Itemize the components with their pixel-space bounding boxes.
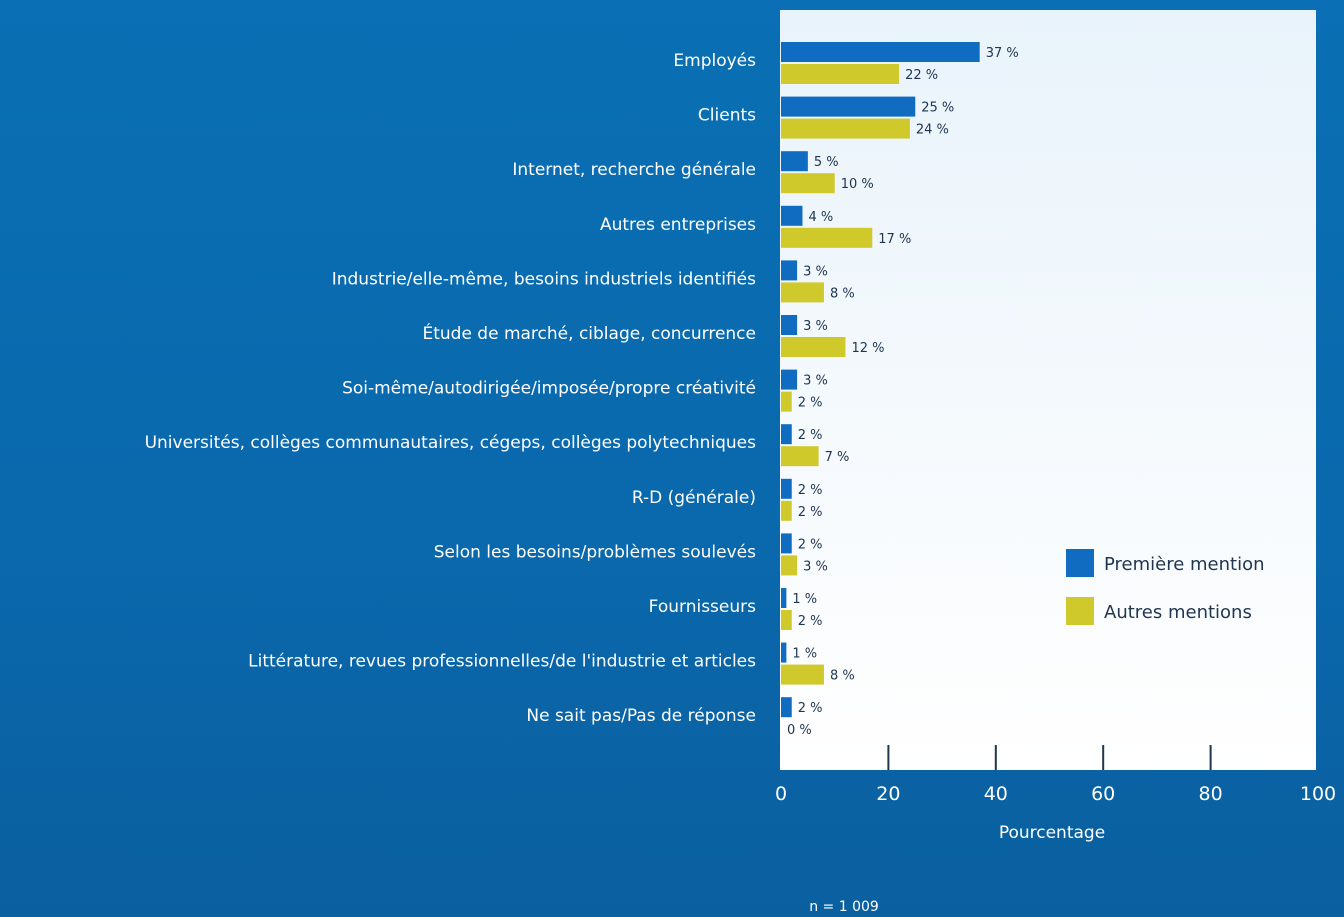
data-label: 8 % [830, 669, 855, 684]
category-label: Littérature, revues professionnelles/de … [248, 652, 756, 672]
bar-autres-mentions [781, 610, 792, 630]
x-axis-tick-labels: 0 20 40 60 80 100 [775, 783, 1336, 805]
data-label: 2 % [798, 483, 823, 498]
bar-autres-mentions [781, 664, 824, 685]
data-label: 2 % [798, 396, 823, 411]
bar-autres-mentions [781, 173, 835, 194]
bar-premiere-mention [781, 533, 792, 554]
data-label: 3 % [803, 374, 828, 389]
data-label: 2 % [798, 537, 823, 552]
data-label: 2 % [798, 428, 823, 443]
bars [781, 42, 980, 718]
bar-autres-mentions [781, 555, 798, 576]
category-label: Autres entreprises [600, 215, 756, 235]
data-label: 17 % [878, 232, 911, 247]
category-label: R-D (générale) [632, 488, 756, 508]
category-label: Employés [673, 51, 756, 71]
data-label: 1 % [792, 647, 817, 662]
x-tick-label: 100 [1300, 783, 1336, 805]
bar-premiere-mention [781, 205, 803, 226]
category-label: Industrie/elle-même, besoins industriels… [332, 269, 756, 289]
legend-swatch [1066, 597, 1094, 625]
x-tick-label: 40 [984, 783, 1008, 805]
x-axis-title: Pourcentage [999, 823, 1105, 843]
bar-premiere-mention [781, 260, 798, 281]
x-axis-ticks [887, 745, 1212, 770]
category-label: Ne sait pas/Pas de réponse [526, 706, 756, 726]
x-tick-label: 80 [1199, 783, 1223, 805]
x-tick-label: 60 [1091, 783, 1115, 805]
bar-autres-mentions [781, 391, 792, 412]
value-labels: 37 %22 %25 %24 %5 %10 %4 %17 %3 %8 %3 %1… [787, 46, 1019, 738]
bar-autres-mentions [781, 500, 792, 521]
sample-size-note: n = 1 009 [809, 899, 879, 915]
data-label: 37 % [986, 46, 1019, 61]
data-label: 4 % [808, 210, 833, 225]
bar-premiere-mention [781, 151, 808, 172]
legend: Première mention Autres mentions [1066, 549, 1265, 625]
x-tick-label: 0 [775, 783, 787, 805]
data-label: 22 % [905, 68, 938, 83]
legend-swatch [1066, 549, 1094, 577]
data-label: 10 % [841, 177, 874, 192]
data-label: 1 % [792, 592, 817, 607]
data-label: 3 % [803, 319, 828, 334]
data-label: 5 % [814, 155, 839, 170]
data-label: 12 % [851, 341, 884, 356]
bar-premiere-mention [781, 478, 792, 499]
bar-autres-mentions [781, 282, 824, 303]
data-label: 0 % [787, 723, 812, 738]
category-label: Soi-même/autodirigée/imposée/propre créa… [342, 379, 756, 399]
data-label: 3 % [803, 559, 828, 574]
legend-label: Première mention [1104, 554, 1265, 575]
category-label: Internet, recherche générale [512, 160, 756, 180]
bar-premiere-mention [781, 642, 787, 663]
bar-premiere-mention [781, 42, 980, 62]
legend-label: Autres mentions [1104, 602, 1252, 623]
category-label: Universités, collèges communautaires, cé… [145, 433, 757, 453]
bar-autres-mentions [781, 446, 819, 467]
bar-premiere-mention [781, 369, 798, 390]
bar-premiere-mention [781, 588, 787, 608]
bar-autres-mentions [781, 227, 873, 248]
bar-premiere-mention [781, 315, 798, 335]
category-labels: Employés Clients Internet, recherche génér… [145, 51, 757, 726]
bar-premiere-mention [781, 424, 792, 445]
category-label: Clients [698, 106, 756, 126]
bar-premiere-mention [781, 96, 916, 117]
x-tick-label: 20 [876, 783, 900, 805]
bar-autres-mentions [781, 118, 910, 139]
bar-autres-mentions [781, 64, 900, 84]
data-label: 2 % [798, 701, 823, 716]
category-label: Étude de marché, ciblage, concurrence [422, 322, 756, 344]
data-label: 8 % [830, 286, 855, 301]
data-label: 3 % [803, 264, 828, 279]
data-label: 25 % [921, 101, 954, 116]
data-label: 24 % [916, 123, 949, 138]
bar-autres-mentions [781, 337, 846, 357]
data-label: 2 % [798, 614, 823, 629]
category-label: Fournisseurs [649, 597, 756, 617]
data-label: 2 % [798, 505, 823, 520]
data-label: 7 % [825, 450, 850, 465]
category-label: Selon les besoins/problèmes soulevés [434, 542, 756, 562]
bar-premiere-mention [781, 697, 792, 718]
